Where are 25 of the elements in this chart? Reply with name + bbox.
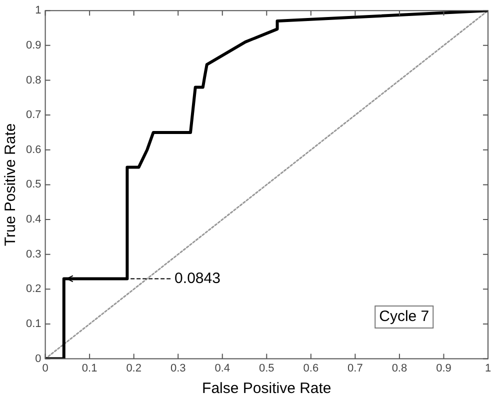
y-tick-label: 0.5: [26, 178, 42, 191]
y-tick-label: 0.4: [26, 214, 42, 226]
y-tick-label: 1: [35, 4, 42, 17]
x-tick-label: 0.3: [170, 362, 186, 374]
x-tick-label: 0.9: [436, 362, 452, 374]
x-tick-label: 0.4: [214, 362, 230, 374]
y-tick-label: 0.1: [26, 318, 42, 330]
y-tick-label: 0.3: [26, 248, 42, 260]
x-tick-label: 0.1: [82, 362, 98, 374]
x-tick-label: 0.8: [392, 362, 408, 374]
y-tick-label: 0.9: [26, 39, 42, 52]
y-tick-label: 0.8: [26, 74, 42, 86]
x-tick-label: 1: [484, 362, 492, 374]
x-tick-label: 0.7: [348, 362, 363, 374]
x-tick-label: 0.6: [303, 362, 319, 374]
x-tick-label: 0.2: [126, 362, 142, 374]
x-tick-label: 0.5: [258, 362, 274, 374]
annotation: 0.0843: [174, 270, 220, 287]
y-tick-label: 0: [35, 352, 42, 365]
x-axis-title: False Positive Rate: [202, 380, 332, 398]
y-tick-label: 0.2: [26, 283, 42, 296]
y-tick-label: 0.7: [26, 109, 42, 122]
y-tick-label: 0.6: [26, 144, 42, 156]
annotation: Cycle 7: [379, 308, 430, 326]
y-axis-title: True Positive Rate: [2, 123, 20, 246]
